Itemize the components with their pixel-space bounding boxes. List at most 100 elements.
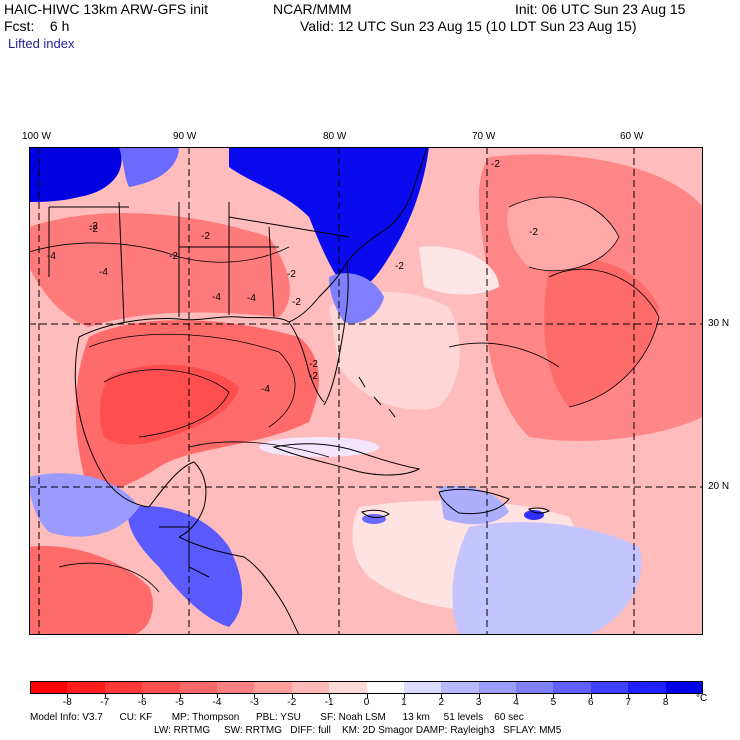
lifted-index-map: -2 -4 -2 -4 -4 -2 -4 -2 -2 -2 -4 -2 -2 -… — [29, 147, 703, 635]
colorbar-tick — [329, 694, 331, 698]
colorbar-cell — [665, 681, 704, 693]
lat-label-20n: 20 N — [708, 481, 730, 492]
colorbar-label: 3 — [475, 697, 482, 708]
lat-lon-grid — [29, 147, 703, 635]
central-america-blue — [128, 506, 243, 627]
contour-label: -4 — [261, 384, 270, 395]
colorbar-tick — [403, 694, 405, 698]
lon-label-60w: 60 W — [620, 131, 644, 142]
carolina-blue-edge — [329, 273, 384, 324]
colorbar-label: 0 — [363, 697, 370, 708]
contour-label: -2 — [309, 371, 318, 382]
contour-label: -2 — [169, 251, 178, 262]
colorbar-cell — [216, 681, 255, 693]
lon-label-80w: 80 W — [323, 131, 347, 142]
org-label: NCAR/MMM — [273, 1, 352, 17]
florida-pale-area — [419, 246, 499, 295]
lat-label-30n: 30 N — [708, 318, 730, 329]
contour-label: -4 — [99, 267, 108, 278]
colorbar-cell — [104, 681, 143, 693]
contour-label: -2 — [292, 297, 301, 308]
colorbar-label: -3 — [249, 697, 259, 708]
contour-label: -4 — [47, 251, 56, 262]
colorbar-label: 2 — [438, 697, 445, 708]
colorbar-label: -2 — [287, 697, 297, 708]
colorbar-tick — [291, 694, 293, 698]
colorbar-cell — [179, 681, 218, 693]
colorbar-tick — [665, 694, 667, 698]
lon-label-100w: 100 W — [22, 131, 51, 142]
contour-label: -2 — [395, 261, 404, 272]
colorbar-label: -5 — [175, 697, 184, 708]
colorbar-cell — [516, 681, 554, 693]
contour-label: -4 — [247, 293, 256, 304]
contour-label: -2 — [491, 159, 500, 170]
east-caribbean-blue — [452, 522, 642, 635]
colorbar-cell — [441, 681, 480, 693]
colorbar-label: -4 — [212, 697, 222, 708]
hispaniola-blue — [439, 485, 509, 525]
blue-spot — [524, 510, 544, 520]
contour-label: -2 — [287, 269, 296, 280]
colorbar-tick — [516, 694, 518, 698]
contour-label: -2 — [89, 224, 98, 235]
yucatan-blue — [29, 473, 139, 537]
nw-blue-edge — [119, 147, 179, 187]
colorbar-tick — [179, 694, 181, 698]
colorbar-cell — [366, 681, 405, 693]
map-frame — [29, 147, 703, 635]
colorbar-tick — [67, 694, 69, 698]
model-title: HAIC-HIWC 13km ARW-GFS init — [4, 1, 209, 17]
atlantic-light-center — [507, 197, 619, 271]
colorbar-tick — [628, 694, 630, 698]
model-info-line1: Model Info: V3.7 CU: KF MP: Thompson PBL… — [30, 712, 524, 723]
lon-label-90w: 90 W — [173, 131, 197, 142]
colorbar-tick — [441, 694, 443, 698]
colorbar-cell — [403, 681, 442, 693]
colorbar-label: 8 — [662, 697, 669, 708]
contour-label: -4 — [212, 292, 221, 303]
contour-label: -2 — [89, 221, 98, 232]
colorbar-tick — [478, 694, 480, 698]
colorbar-tick — [254, 694, 256, 698]
colorbar-label: -6 — [137, 697, 147, 708]
colorbar-cell — [291, 681, 330, 693]
atlantic-deeper-red — [544, 259, 659, 407]
colorbar-cell — [329, 681, 367, 693]
gulf-deeper-red — [99, 364, 239, 445]
contour-label: -2 — [201, 231, 210, 242]
init-time: Init: 06 UTC Sun 23 Aug 15 — [515, 1, 686, 17]
colorbar-cell — [590, 681, 629, 693]
colorbar-label: 5 — [550, 697, 557, 708]
contour-label: -2 — [529, 227, 538, 238]
us-south-red — [29, 213, 290, 327]
forecast-hour: Fcst: 6 h — [4, 18, 70, 34]
colorbar-cell — [254, 681, 293, 693]
field-name: Lifted index — [8, 36, 75, 51]
colorbar-cell — [628, 681, 667, 693]
colorbar-tick — [366, 694, 368, 698]
contour-lines — [29, 196, 660, 593]
colorbar-cell — [30, 681, 68, 693]
valid-time: Valid: 12 UTC Sun 23 Aug 15 (10 LDT Sun … — [300, 18, 637, 34]
colorbar-cell — [67, 681, 106, 693]
colorbar-label: 6 — [588, 697, 594, 708]
colorbar-cell — [478, 681, 517, 693]
colorbar-label: -8 — [62, 697, 72, 708]
colorbar-unit: °C — [696, 693, 708, 704]
colorbar-tick — [142, 694, 144, 698]
nw-blue-area — [29, 147, 122, 202]
colorbar-tick — [553, 694, 555, 698]
colorbar-label: -7 — [100, 697, 110, 708]
colorbar-label: 1 — [401, 697, 407, 708]
model-info-line2: LW: RRTMG SW: RRTMG DIFF: full KM: 2D Sm… — [154, 725, 562, 736]
colorbar-label: -1 — [324, 697, 334, 708]
carolina-blue-area — [229, 147, 429, 291]
colorbar-label: 7 — [625, 697, 631, 708]
colorbar-cell — [553, 681, 592, 693]
colorbar-border — [30, 681, 703, 694]
colorbar-tick — [104, 694, 106, 698]
lon-label-70w: 70 W — [472, 131, 496, 142]
coastlines — [48, 147, 550, 635]
jamaica-blue — [362, 514, 386, 524]
